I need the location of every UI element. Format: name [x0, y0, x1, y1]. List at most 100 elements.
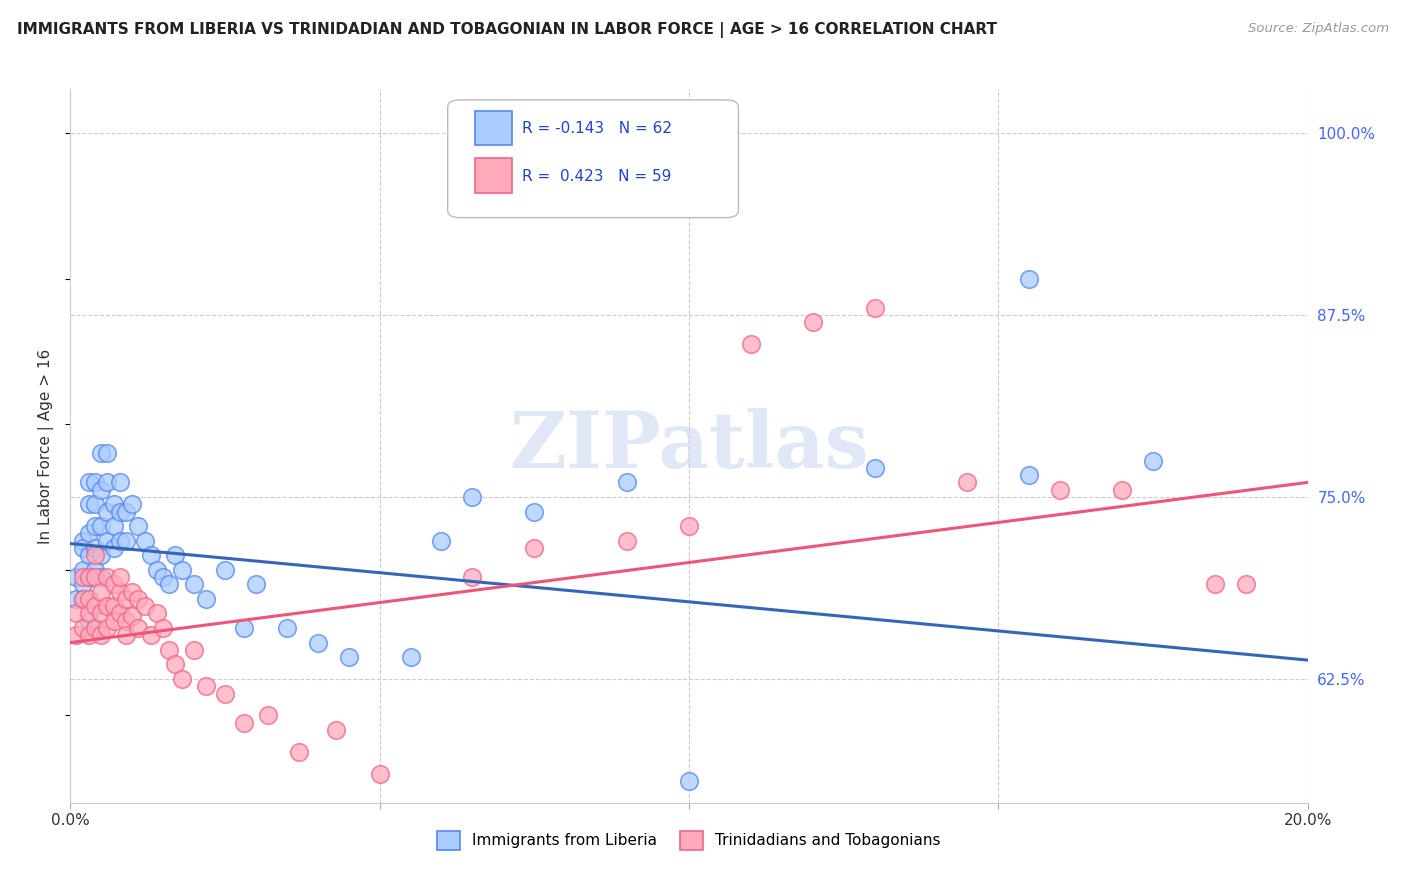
Point	[678, 774, 700, 789]
Point	[103, 519, 125, 533]
Point	[90, 607, 112, 621]
Point	[183, 577, 205, 591]
Point	[84, 541, 107, 555]
Point	[103, 577, 125, 591]
Point	[84, 599, 107, 614]
Point	[72, 577, 94, 591]
Point	[127, 519, 149, 533]
Point	[103, 541, 125, 555]
Text: IMMIGRANTS FROM LIBERIA VS TRINIDADIAN AND TOBAGONIAN IN LABOR FORCE | AGE > 16 : IMMIGRANTS FROM LIBERIA VS TRINIDADIAN A…	[17, 22, 997, 38]
Point	[103, 497, 125, 511]
Point	[103, 599, 125, 614]
Point	[65, 628, 87, 642]
Text: ZIPatlas: ZIPatlas	[509, 408, 869, 484]
Point	[108, 533, 131, 548]
Point	[84, 475, 107, 490]
Point	[157, 577, 180, 591]
FancyBboxPatch shape	[475, 111, 512, 145]
Point	[307, 635, 329, 649]
Point	[96, 599, 118, 614]
Point	[127, 591, 149, 606]
Point	[616, 533, 638, 548]
Point	[1142, 453, 1164, 467]
Point	[325, 723, 347, 737]
Point	[77, 570, 100, 584]
Point	[1111, 483, 1133, 497]
Point	[121, 584, 143, 599]
Point	[72, 533, 94, 548]
Point	[84, 497, 107, 511]
Point	[121, 497, 143, 511]
Point	[84, 570, 107, 584]
Point	[96, 570, 118, 584]
Point	[170, 672, 193, 686]
Point	[139, 628, 162, 642]
Point	[77, 614, 100, 628]
Point	[1204, 577, 1226, 591]
Point	[77, 570, 100, 584]
Point	[276, 621, 298, 635]
Point	[170, 563, 193, 577]
Point	[65, 607, 87, 621]
Point	[146, 563, 169, 577]
Point	[72, 563, 94, 577]
Point	[152, 570, 174, 584]
FancyBboxPatch shape	[447, 100, 738, 218]
Legend: Immigrants from Liberia, Trinidadians and Tobagonians: Immigrants from Liberia, Trinidadians an…	[432, 825, 946, 855]
Point	[77, 497, 100, 511]
Text: R =  0.423   N = 59: R = 0.423 N = 59	[522, 169, 671, 185]
Point	[801, 315, 824, 329]
Point	[1018, 468, 1040, 483]
Point	[337, 650, 360, 665]
Point	[195, 591, 218, 606]
Point	[232, 715, 254, 730]
Point	[430, 533, 453, 548]
Point	[245, 577, 267, 591]
Point	[65, 591, 87, 606]
Point	[368, 766, 391, 780]
Point	[72, 570, 94, 584]
Point	[72, 621, 94, 635]
Point	[84, 621, 107, 635]
Point	[183, 643, 205, 657]
Point	[90, 548, 112, 562]
Text: Source: ZipAtlas.com: Source: ZipAtlas.com	[1249, 22, 1389, 36]
Point	[1234, 577, 1257, 591]
Point	[96, 446, 118, 460]
Point	[461, 490, 484, 504]
Point	[72, 591, 94, 606]
Point	[232, 621, 254, 635]
Point	[863, 460, 886, 475]
Point	[84, 519, 107, 533]
Point	[90, 483, 112, 497]
Point	[90, 628, 112, 642]
Point	[77, 475, 100, 490]
Text: R = -0.143   N = 62: R = -0.143 N = 62	[522, 121, 672, 136]
Point	[956, 475, 979, 490]
Point	[616, 475, 638, 490]
Point	[115, 591, 138, 606]
Point	[115, 628, 138, 642]
Point	[108, 475, 131, 490]
Point	[399, 650, 422, 665]
Point	[108, 504, 131, 518]
Point	[115, 614, 138, 628]
Point	[103, 614, 125, 628]
Point	[288, 745, 311, 759]
Y-axis label: In Labor Force | Age > 16: In Labor Force | Age > 16	[38, 349, 55, 543]
Point	[678, 519, 700, 533]
Point	[108, 570, 131, 584]
Point	[1049, 483, 1071, 497]
Point	[90, 519, 112, 533]
Point	[863, 301, 886, 315]
Point	[139, 548, 162, 562]
Point	[127, 621, 149, 635]
Point	[257, 708, 280, 723]
Point	[84, 548, 107, 562]
Point	[115, 504, 138, 518]
Point	[72, 591, 94, 606]
Point	[77, 607, 100, 621]
Point	[115, 533, 138, 548]
Point	[96, 504, 118, 518]
Point	[77, 628, 100, 642]
